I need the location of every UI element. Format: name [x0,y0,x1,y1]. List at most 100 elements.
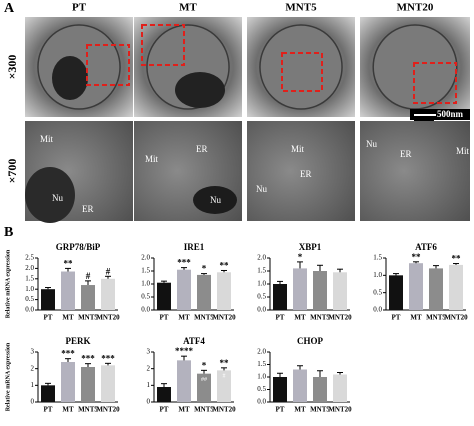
x-tick-label: PT [160,314,169,322]
image-label: ER [300,169,312,179]
x-tick-label: MNT5 [78,406,98,414]
image-label: Nu [210,195,221,205]
x-tick-label: MNT5 [78,314,98,322]
y-tick-label: 2.0 [257,348,266,356]
annotation: # [86,271,91,281]
x-tick-label: MT [62,406,74,414]
x-tick-label: MNT20 [328,314,352,322]
scale-label: 500nm [437,109,464,119]
y-tick-label: 0.5 [373,288,382,296]
x-tick-label: MNT5 [194,314,214,322]
bar [81,285,95,310]
bar [197,274,211,310]
bar [217,272,231,310]
y-tick-label: 2 [147,364,151,372]
chart-title: PERK [65,336,90,346]
x-tick-label: MT [410,314,422,322]
zoom-box [413,62,457,104]
y-axis-label: Relative mRNA expression [5,249,11,318]
y-tick-label: 1.0 [141,280,150,288]
y-tick-label: 1 [147,381,151,389]
bar [449,264,463,310]
bar [333,374,347,402]
bar [313,271,327,310]
chart-title: CHOP [297,336,324,346]
bar [333,272,347,310]
bar [273,284,287,310]
annotation: ** [64,258,74,268]
row-label: ×300 [5,55,19,80]
y-tick-label: 3 [147,348,151,356]
column-label: MNT5 [285,2,317,14]
y-tick-label: 1.0 [257,373,266,381]
bar [157,282,171,310]
column-label: MNT20 [397,2,434,14]
chart-title: ATF4 [183,336,205,346]
image-label: Mit [456,146,470,156]
image-label: Mit [145,154,159,164]
y-tick-label: 1.5 [257,267,266,275]
x-tick-label: MNT5 [194,406,214,414]
row-label: ×700 [5,159,19,184]
image-label: Mit [291,144,305,154]
image-label: Nu [366,139,377,149]
bar [429,268,443,310]
annotation: *** [61,349,75,359]
cell [259,24,343,110]
bar [41,289,55,310]
x-tick-label: MNT20 [96,406,120,414]
x-tick-label: PT [392,314,401,322]
y-tick-label: 0.0 [141,306,150,314]
x-tick-label: MT [294,314,306,322]
zoom-box [281,52,323,92]
x-tick-label: MNT20 [212,406,236,414]
image-label: ER [400,149,412,159]
x-tick-label: MNT5 [310,314,330,322]
y-tick-label: 1.0 [25,285,34,293]
annotation: # [223,374,226,380]
nucleus [175,72,225,108]
scale-box [410,109,470,120]
x-tick-label: MT [178,406,190,414]
bar [409,263,423,310]
annotation: ** [220,358,230,368]
y-tick-label: 2.0 [141,254,150,262]
x-tick-label: MNT20 [212,314,236,322]
bar [177,360,191,402]
annotation: # [106,266,111,276]
tem-image [247,121,355,221]
column-label: MT [179,2,197,14]
y-tick-label: 3 [31,348,35,356]
image-label: Mit [40,134,54,144]
bar [81,367,95,402]
annotation: * [202,264,207,274]
bar [217,370,231,402]
y-tick-label: 0.0 [257,398,266,406]
annotation: *** [177,258,191,268]
y-tick-label: 1.5 [373,254,382,262]
y-tick-label: 0.0 [257,306,266,314]
y-tick-label: 0 [147,398,151,406]
tem-image [360,121,470,221]
bar [61,271,75,310]
x-tick-label: PT [276,314,285,322]
annotation: * [202,360,207,370]
x-tick-label: MNT20 [328,406,352,414]
zoom-box [86,44,130,86]
annotation: ** [220,261,230,271]
y-tick-label: 1.5 [141,267,150,275]
annotation: **** [175,346,194,356]
nucleus [193,186,237,214]
y-tick-label: 2 [31,364,35,372]
image-label: Nu [256,184,267,194]
bar [101,365,115,402]
y-tick-label: 1.5 [257,360,266,368]
column-label: PT [72,2,87,14]
y-tick-label: 0.5 [141,293,150,301]
x-tick-label: PT [44,314,53,322]
chart-title: GRP78/BiP [56,242,101,252]
x-tick-label: PT [276,406,285,414]
bar [157,387,171,402]
image-label: ER [82,204,94,214]
